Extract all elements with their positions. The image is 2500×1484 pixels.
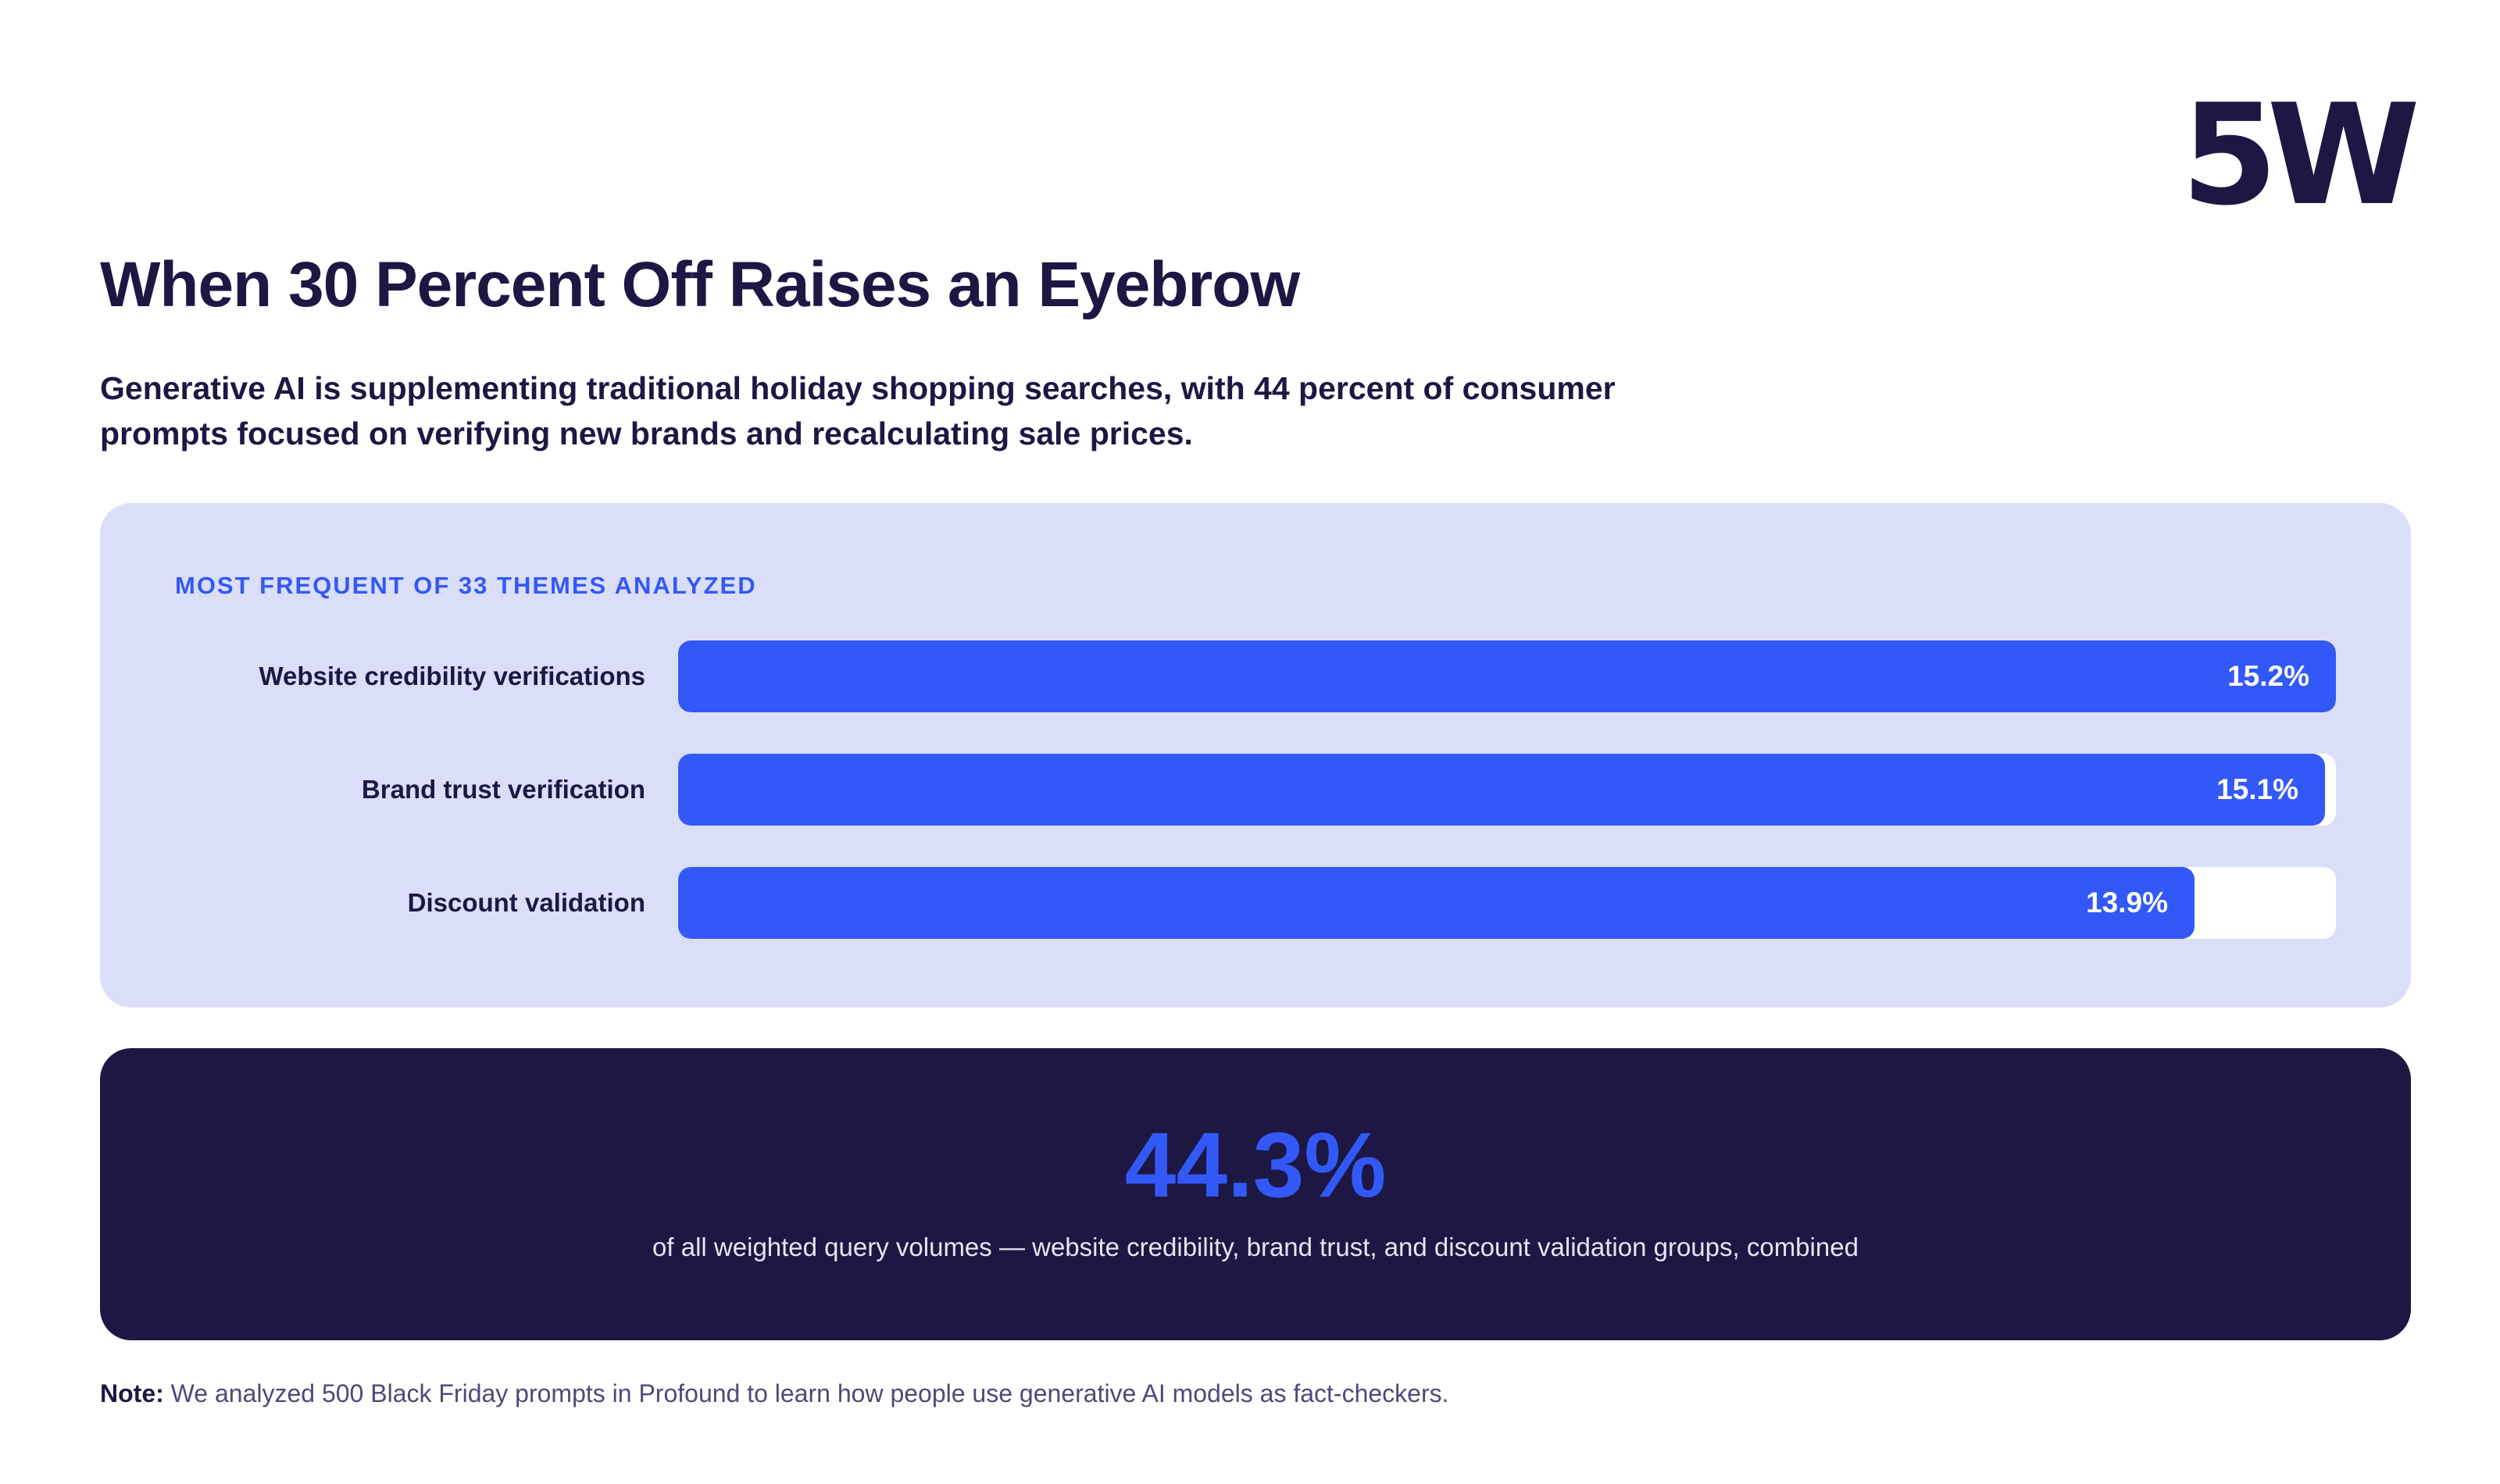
footnote-text: We analyzed 500 Black Friday prompts in …	[170, 1379, 1449, 1407]
bar-value-label: 13.9%	[2086, 886, 2168, 919]
bar-track: 13.9%	[678, 867, 2336, 939]
bar: 15.2%	[678, 640, 2336, 712]
summary-caption: of all weighted query volumes — website …	[652, 1233, 1859, 1261]
bar-category-label: Brand trust verification	[361, 775, 645, 804]
bar-row: Brand trust verification 15.1%	[100, 754, 2411, 826]
summary-panel: 44.3% of all weighted query volumes — we…	[100, 1048, 2411, 1340]
bar-category-label: Discount validation	[407, 888, 645, 917]
bar-track: 15.1%	[678, 754, 2336, 826]
bar-value-label: 15.1%	[2216, 773, 2298, 805]
bar-track: 15.2%	[678, 640, 2336, 712]
bar-row: Discount validation 13.9%	[100, 867, 2411, 939]
bar-row: Website credibility verifications 15.2%	[100, 640, 2411, 712]
footnote-label: Note:	[100, 1379, 164, 1407]
chart-title: MOST FREQUENT OF 33 THEMES ANALYZED	[175, 572, 757, 599]
bar-value-label: 15.2%	[2227, 660, 2309, 692]
page-title: When 30 Percent Off Raises an Eyebrow	[100, 249, 1300, 320]
bar-category-label: Website credibility verifications	[259, 662, 645, 690]
bar: 13.9%	[678, 867, 2195, 939]
bar-chart-panel: MOST FREQUENT OF 33 THEMES ANALYZED Webs…	[100, 503, 2411, 1008]
page-subtitle: Generative AI is supplementing tradition…	[100, 370, 1616, 451]
brand-logo: 5W	[2180, 74, 2420, 236]
bar: 15.1%	[678, 754, 2325, 826]
footnote: Note: We analyzed 500 Black Friday promp…	[100, 1379, 1449, 1408]
summary-value: 44.3%	[1124, 1114, 1387, 1217]
